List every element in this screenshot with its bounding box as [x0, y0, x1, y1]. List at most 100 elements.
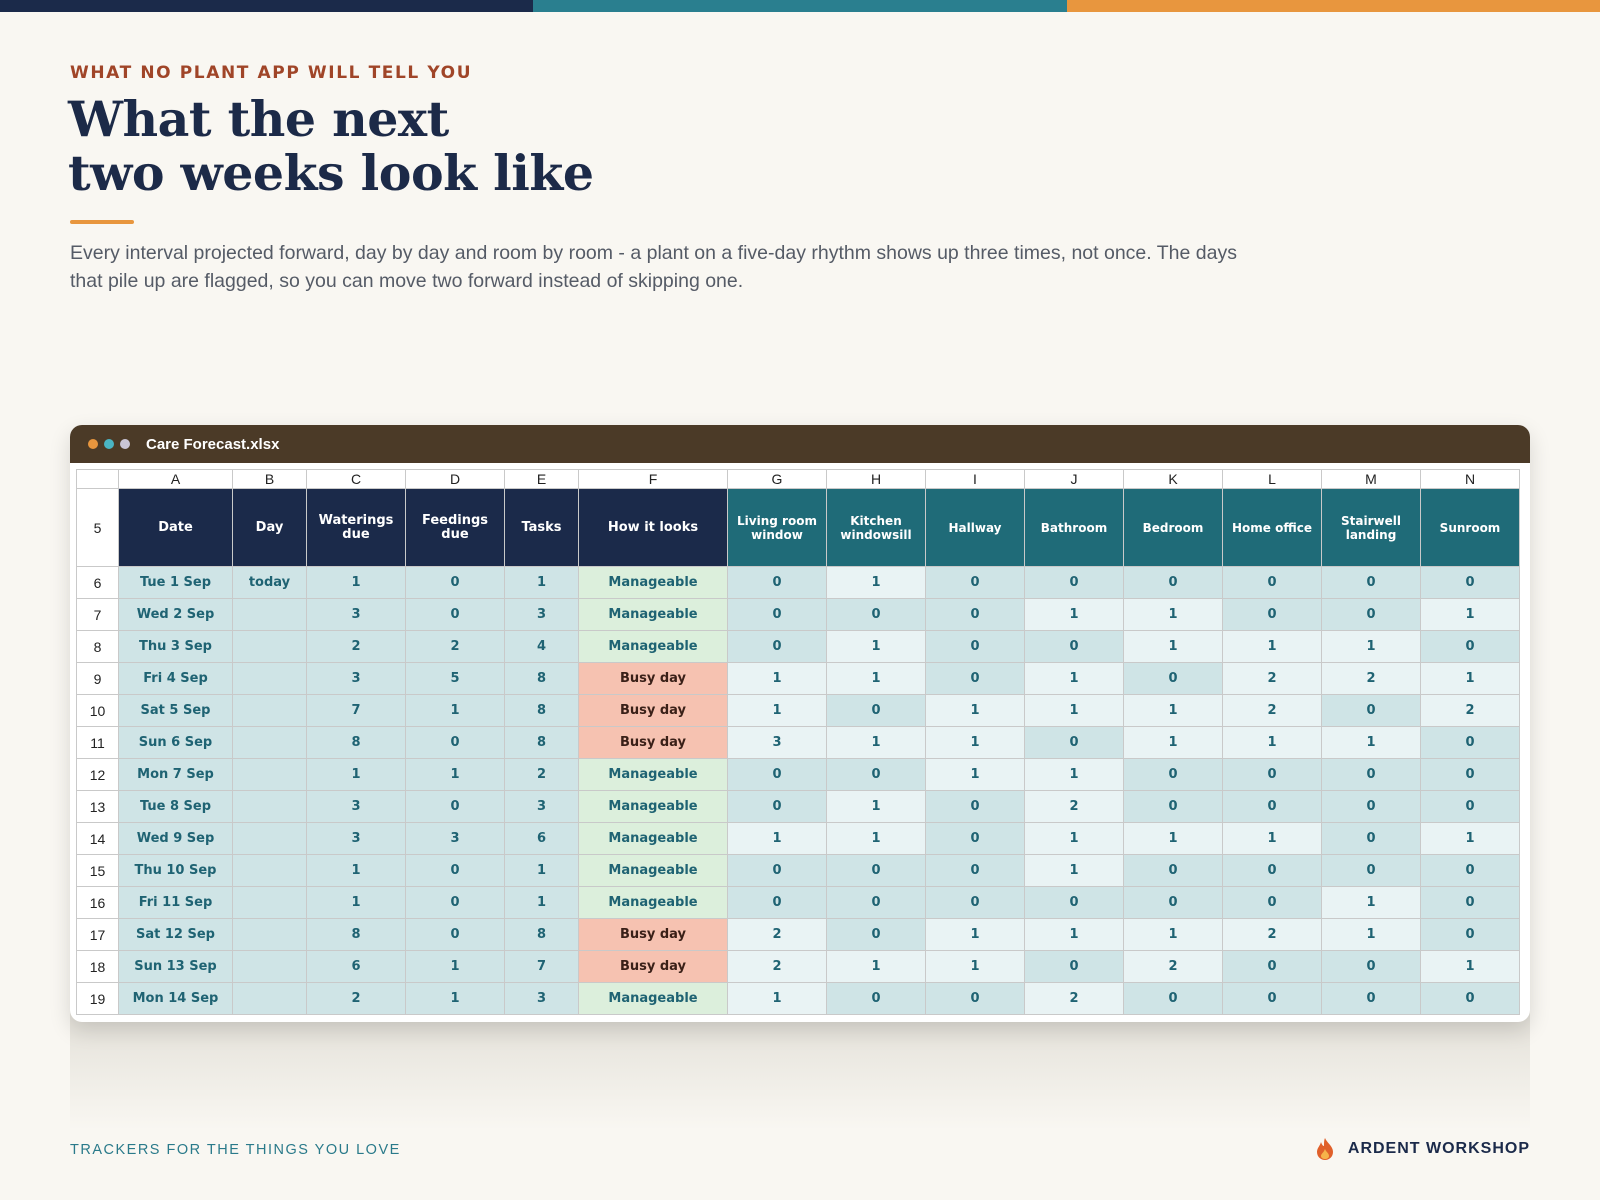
room-count-cell[interactable]: 0: [1024, 726, 1124, 759]
status-cell[interactable]: Busy day: [578, 950, 728, 983]
status-cell[interactable]: Busy day: [578, 662, 728, 695]
day-cell[interactable]: [232, 886, 307, 919]
day-cell[interactable]: [232, 982, 307, 1015]
feedings-cell[interactable]: 0: [405, 566, 505, 599]
column-letter-g[interactable]: G: [727, 469, 827, 489]
status-cell[interactable]: Manageable: [578, 822, 728, 855]
tasks-cell[interactable]: 8: [504, 726, 579, 759]
room-count-cell[interactable]: 0: [1321, 822, 1421, 855]
room-count-cell[interactable]: 0: [727, 886, 827, 919]
room-count-cell[interactable]: 0: [925, 790, 1025, 823]
room-count-cell[interactable]: 1: [1420, 598, 1520, 631]
room-count-cell[interactable]: 2: [1222, 918, 1322, 951]
room-count-cell[interactable]: 1: [1024, 854, 1124, 887]
room-count-cell[interactable]: 2: [727, 950, 827, 983]
feedings-cell[interactable]: 0: [405, 726, 505, 759]
date-cell[interactable]: Mon 7 Sep: [118, 758, 233, 791]
room-count-cell[interactable]: 0: [1420, 758, 1520, 791]
room-count-cell[interactable]: 2: [727, 918, 827, 951]
room-count-cell[interactable]: 0: [1321, 950, 1421, 983]
room-count-cell[interactable]: 0: [826, 694, 926, 727]
status-cell[interactable]: Manageable: [578, 758, 728, 791]
room-count-cell[interactable]: 1: [826, 630, 926, 663]
date-cell[interactable]: Wed 9 Sep: [118, 822, 233, 855]
date-cell[interactable]: Tue 8 Sep: [118, 790, 233, 823]
room-count-cell[interactable]: 0: [925, 982, 1025, 1015]
date-cell[interactable]: Mon 14 Sep: [118, 982, 233, 1015]
room-count-cell[interactable]: 0: [1321, 598, 1421, 631]
room-count-cell[interactable]: 1: [1321, 726, 1421, 759]
room-count-cell[interactable]: 1: [1123, 630, 1223, 663]
room-count-cell[interactable]: 0: [1321, 854, 1421, 887]
column-header[interactable]: Date: [118, 488, 233, 567]
room-count-cell[interactable]: 1: [826, 822, 926, 855]
room-count-cell[interactable]: 1: [925, 694, 1025, 727]
room-count-cell[interactable]: 0: [826, 598, 926, 631]
column-letter-m[interactable]: M: [1321, 469, 1421, 489]
day-cell[interactable]: [232, 758, 307, 791]
column-header[interactable]: Waterings due: [306, 488, 406, 567]
day-cell[interactable]: [232, 694, 307, 727]
room-count-cell[interactable]: 0: [925, 822, 1025, 855]
row-number[interactable]: 7: [76, 598, 119, 631]
column-letter-j[interactable]: J: [1024, 469, 1124, 489]
room-count-cell[interactable]: 0: [826, 918, 926, 951]
column-header[interactable]: Bathroom: [1024, 488, 1124, 567]
room-count-cell[interactable]: 1: [1123, 918, 1223, 951]
column-letter-f[interactable]: F: [578, 469, 728, 489]
column-header[interactable]: How it looks: [578, 488, 728, 567]
room-count-cell[interactable]: 1: [1024, 694, 1124, 727]
date-cell[interactable]: Sat 5 Sep: [118, 694, 233, 727]
room-count-cell[interactable]: 0: [727, 566, 827, 599]
day-cell[interactable]: [232, 726, 307, 759]
row-number[interactable]: 16: [76, 886, 119, 919]
waterings-cell[interactable]: 1: [306, 758, 406, 791]
date-cell[interactable]: Thu 3 Sep: [118, 630, 233, 663]
room-count-cell[interactable]: 0: [1222, 950, 1322, 983]
row-number[interactable]: 13: [76, 790, 119, 823]
room-count-cell[interactable]: 0: [1222, 886, 1322, 919]
room-count-cell[interactable]: 0: [1420, 982, 1520, 1015]
waterings-cell[interactable]: 2: [306, 982, 406, 1015]
room-count-cell[interactable]: 1: [925, 758, 1025, 791]
tasks-cell[interactable]: 3: [504, 790, 579, 823]
status-cell[interactable]: Manageable: [578, 598, 728, 631]
room-count-cell[interactable]: 0: [1123, 758, 1223, 791]
tasks-cell[interactable]: 8: [504, 662, 579, 695]
room-count-cell[interactable]: 0: [1222, 758, 1322, 791]
corner-cell[interactable]: [76, 469, 119, 489]
room-count-cell[interactable]: 1: [826, 950, 926, 983]
row-number[interactable]: 10: [76, 694, 119, 727]
window-titlebar[interactable]: Care Forecast.xlsx: [70, 425, 1530, 463]
room-count-cell[interactable]: 0: [1321, 566, 1421, 599]
column-header[interactable]: Hallway: [925, 488, 1025, 567]
room-count-cell[interactable]: 1: [1420, 662, 1520, 695]
waterings-cell[interactable]: 7: [306, 694, 406, 727]
tasks-cell[interactable]: 1: [504, 886, 579, 919]
waterings-cell[interactable]: 2: [306, 630, 406, 663]
date-cell[interactable]: Fri 11 Sep: [118, 886, 233, 919]
room-count-cell[interactable]: 0: [727, 630, 827, 663]
room-count-cell[interactable]: 1: [826, 790, 926, 823]
room-count-cell[interactable]: 3: [727, 726, 827, 759]
waterings-cell[interactable]: 1: [306, 886, 406, 919]
column-letter-c[interactable]: C: [306, 469, 406, 489]
room-count-cell[interactable]: 2: [1222, 662, 1322, 695]
room-count-cell[interactable]: 0: [1123, 790, 1223, 823]
room-count-cell[interactable]: 0: [1123, 982, 1223, 1015]
room-count-cell[interactable]: 1: [1420, 822, 1520, 855]
tasks-cell[interactable]: 8: [504, 918, 579, 951]
tasks-cell[interactable]: 2: [504, 758, 579, 791]
room-count-cell[interactable]: 1: [1123, 822, 1223, 855]
column-header[interactable]: Home office: [1222, 488, 1322, 567]
room-count-cell[interactable]: 0: [826, 982, 926, 1015]
column-letter-k[interactable]: K: [1123, 469, 1223, 489]
feedings-cell[interactable]: 1: [405, 950, 505, 983]
feedings-cell[interactable]: 2: [405, 630, 505, 663]
room-count-cell[interactable]: 2: [1321, 662, 1421, 695]
row-number[interactable]: 14: [76, 822, 119, 855]
room-count-cell[interactable]: 0: [1222, 566, 1322, 599]
room-count-cell[interactable]: 0: [1123, 886, 1223, 919]
day-cell[interactable]: [232, 630, 307, 663]
